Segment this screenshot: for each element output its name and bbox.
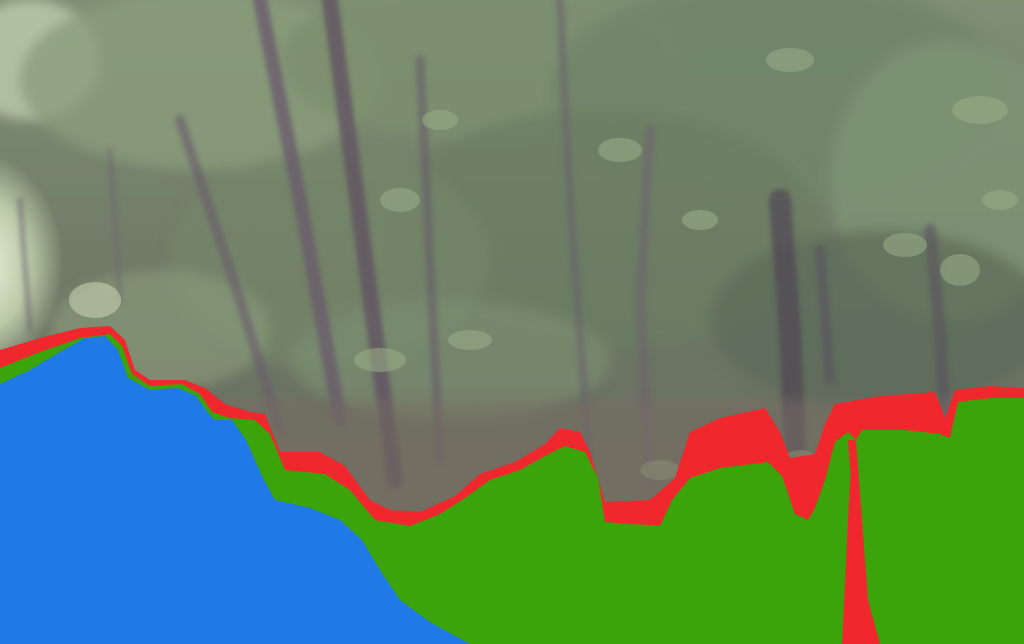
path-region bbox=[0, 336, 470, 644]
tree-trunks bbox=[17, 0, 951, 488]
boundary-stripe bbox=[848, 440, 880, 644]
